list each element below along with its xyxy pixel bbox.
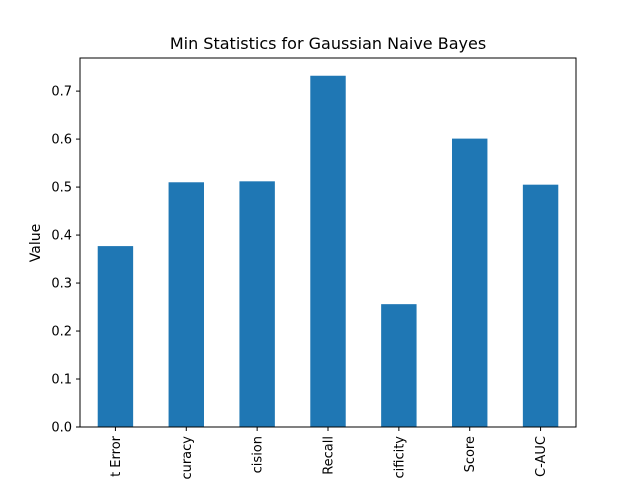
bar-2 [239, 181, 275, 427]
x-tick-label-0: t Error [109, 435, 124, 477]
y-axis-label: Value [28, 224, 44, 262]
bar-3 [310, 75, 346, 427]
bar-5 [452, 138, 488, 428]
x-tick-label-6: C-AUC [534, 436, 549, 477]
plot-frame [79, 57, 577, 428]
y-tick-label-6: 0.6 [51, 133, 72, 148]
y-tick-label-2: 0.2 [51, 325, 72, 340]
chart-title: Min Statistics for Gaussian Naive Bayes [170, 34, 486, 53]
x-tick-label-5: Score [463, 436, 478, 472]
y-tick-label-5: 0.5 [51, 181, 72, 196]
x-tick-label-2: cision [251, 436, 266, 473]
bar-4 [381, 304, 417, 427]
x-tick-label-3: Recall [322, 436, 337, 475]
bars-group [97, 75, 559, 428]
x-axis-ticks: t Error curacy cision Recall cificity Score C-… [109, 427, 549, 480]
bar-0 [97, 246, 134, 427]
bar-6 [522, 184, 559, 427]
y-tick-label-4: 0.4 [51, 229, 72, 244]
y-tick-label-7: 0.7 [51, 85, 72, 100]
y-tick-label-0: 0.0 [51, 421, 72, 436]
y-tick-label-3: 0.3 [51, 277, 72, 292]
x-tick-label-4: cificity [392, 436, 407, 479]
x-tick-label-1: curacy [180, 436, 195, 480]
y-axis-ticks: 0.0 0.1 0.2 0.3 0.4 0.5 0.6 0.7 [51, 85, 80, 436]
bar-1 [168, 182, 204, 427]
y-tick-label-1: 0.1 [51, 373, 72, 388]
